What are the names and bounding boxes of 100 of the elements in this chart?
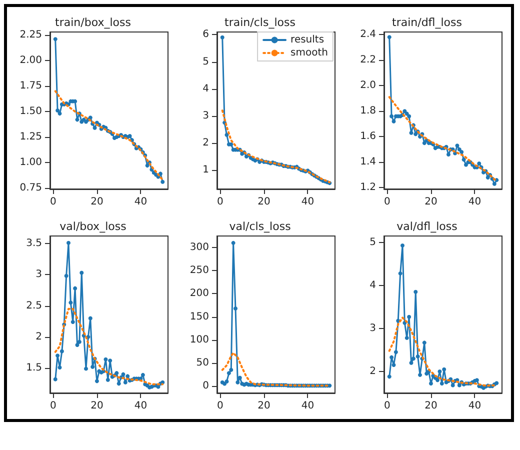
- x-tick-label: 40: [468, 400, 482, 412]
- point: [407, 114, 412, 118]
- point: [104, 357, 108, 362]
- x-tick-label: 20: [258, 196, 270, 208]
- x-tick-label: 0: [384, 400, 390, 412]
- point: [404, 336, 409, 340]
- y-tick-label: 200: [190, 288, 209, 300]
- y-tick-label: 3: [202, 110, 209, 122]
- y-tick-label: 2.2: [360, 54, 376, 66]
- chart-title: val/cls_loss: [229, 220, 292, 233]
- point: [56, 108, 60, 112]
- point: [457, 147, 462, 152]
- point: [80, 270, 84, 275]
- y-tick-label: 100: [190, 334, 209, 346]
- point: [77, 340, 82, 344]
- point: [392, 119, 396, 124]
- y-tick-label: 5: [370, 236, 376, 248]
- y-tick-label: 2: [36, 331, 42, 342]
- point: [66, 240, 70, 245]
- point: [407, 314, 412, 319]
- point: [231, 240, 236, 245]
- x-tick-label: 20: [424, 400, 438, 412]
- point: [422, 141, 426, 146]
- point: [494, 381, 499, 386]
- point: [404, 112, 409, 116]
- y-tick-label: 1.00: [20, 156, 42, 168]
- point: [394, 350, 398, 354]
- y-tick-label: 5: [202, 56, 209, 68]
- y-tick-label: 3.5: [26, 238, 42, 249]
- point: [64, 274, 68, 278]
- point: [53, 37, 58, 42]
- x-tick-label: 0: [216, 196, 224, 208]
- point: [236, 380, 240, 384]
- x-tick-label: 40: [134, 196, 148, 208]
- point: [409, 360, 414, 365]
- y-tick-label: 2: [202, 137, 209, 148]
- point: [455, 144, 460, 148]
- point: [418, 372, 422, 377]
- point: [398, 271, 402, 276]
- point: [224, 132, 229, 137]
- point: [140, 372, 145, 377]
- x-tick-label: 40: [134, 400, 148, 412]
- point: [114, 371, 119, 376]
- y-tick-label: 1.8: [360, 106, 376, 117]
- point: [126, 374, 130, 378]
- point: [414, 132, 418, 136]
- point: [84, 366, 88, 371]
- y-tick-label: 1: [202, 164, 209, 176]
- x-tick-label: 40: [301, 196, 314, 208]
- chart-title: train/box_loss: [55, 16, 132, 29]
- point: [477, 161, 482, 166]
- point: [400, 243, 404, 248]
- point: [116, 382, 121, 386]
- y-tick-label: 6: [202, 29, 209, 40]
- point: [121, 372, 126, 376]
- y-tick-label: 1.50: [20, 106, 42, 118]
- point: [414, 290, 418, 294]
- legend-label: smooth: [290, 48, 328, 58]
- y-tick-label: 50: [196, 357, 209, 368]
- point: [160, 180, 165, 184]
- point: [462, 158, 466, 162]
- point: [416, 354, 420, 358]
- point: [387, 35, 392, 40]
- x-tick-label: 20: [424, 196, 438, 208]
- point: [56, 354, 60, 358]
- y-tick-label: 2.4: [360, 29, 376, 40]
- point: [92, 126, 97, 130]
- point: [486, 176, 490, 180]
- y-tick-label: 1.4: [360, 156, 376, 168]
- y-tick-label: 150: [190, 311, 209, 322]
- point: [402, 109, 407, 114]
- y-tick-label: 1.5: [26, 362, 42, 374]
- point: [224, 379, 229, 384]
- point: [409, 130, 414, 135]
- point: [457, 383, 462, 388]
- chart-title: train/cls_loss: [224, 16, 296, 29]
- point: [123, 380, 128, 384]
- y-tick-label: 1.25: [20, 132, 42, 143]
- point: [464, 162, 468, 167]
- point: [145, 164, 150, 168]
- y-tick-label: 2.25: [20, 30, 42, 41]
- point: [75, 118, 80, 122]
- x-tick-label: 0: [216, 400, 224, 412]
- chart-title: val/dfl_loss: [396, 220, 458, 233]
- x-tick-label: 20: [90, 196, 104, 208]
- point: [58, 365, 62, 370]
- point: [442, 367, 446, 372]
- point: [73, 99, 78, 104]
- x-tick-label: 0: [50, 196, 56, 208]
- legend-label: results: [290, 34, 324, 46]
- y-tick-label: 2.0: [360, 80, 376, 92]
- x-tick-label: 20: [90, 400, 104, 412]
- point: [220, 35, 224, 40]
- point: [422, 340, 426, 345]
- point: [446, 152, 450, 157]
- y-tick-label: 2.5: [26, 300, 42, 312]
- y-tick-label: 4: [370, 280, 376, 291]
- point: [226, 371, 231, 376]
- y-tick-label: 3: [370, 322, 376, 334]
- point: [428, 382, 433, 386]
